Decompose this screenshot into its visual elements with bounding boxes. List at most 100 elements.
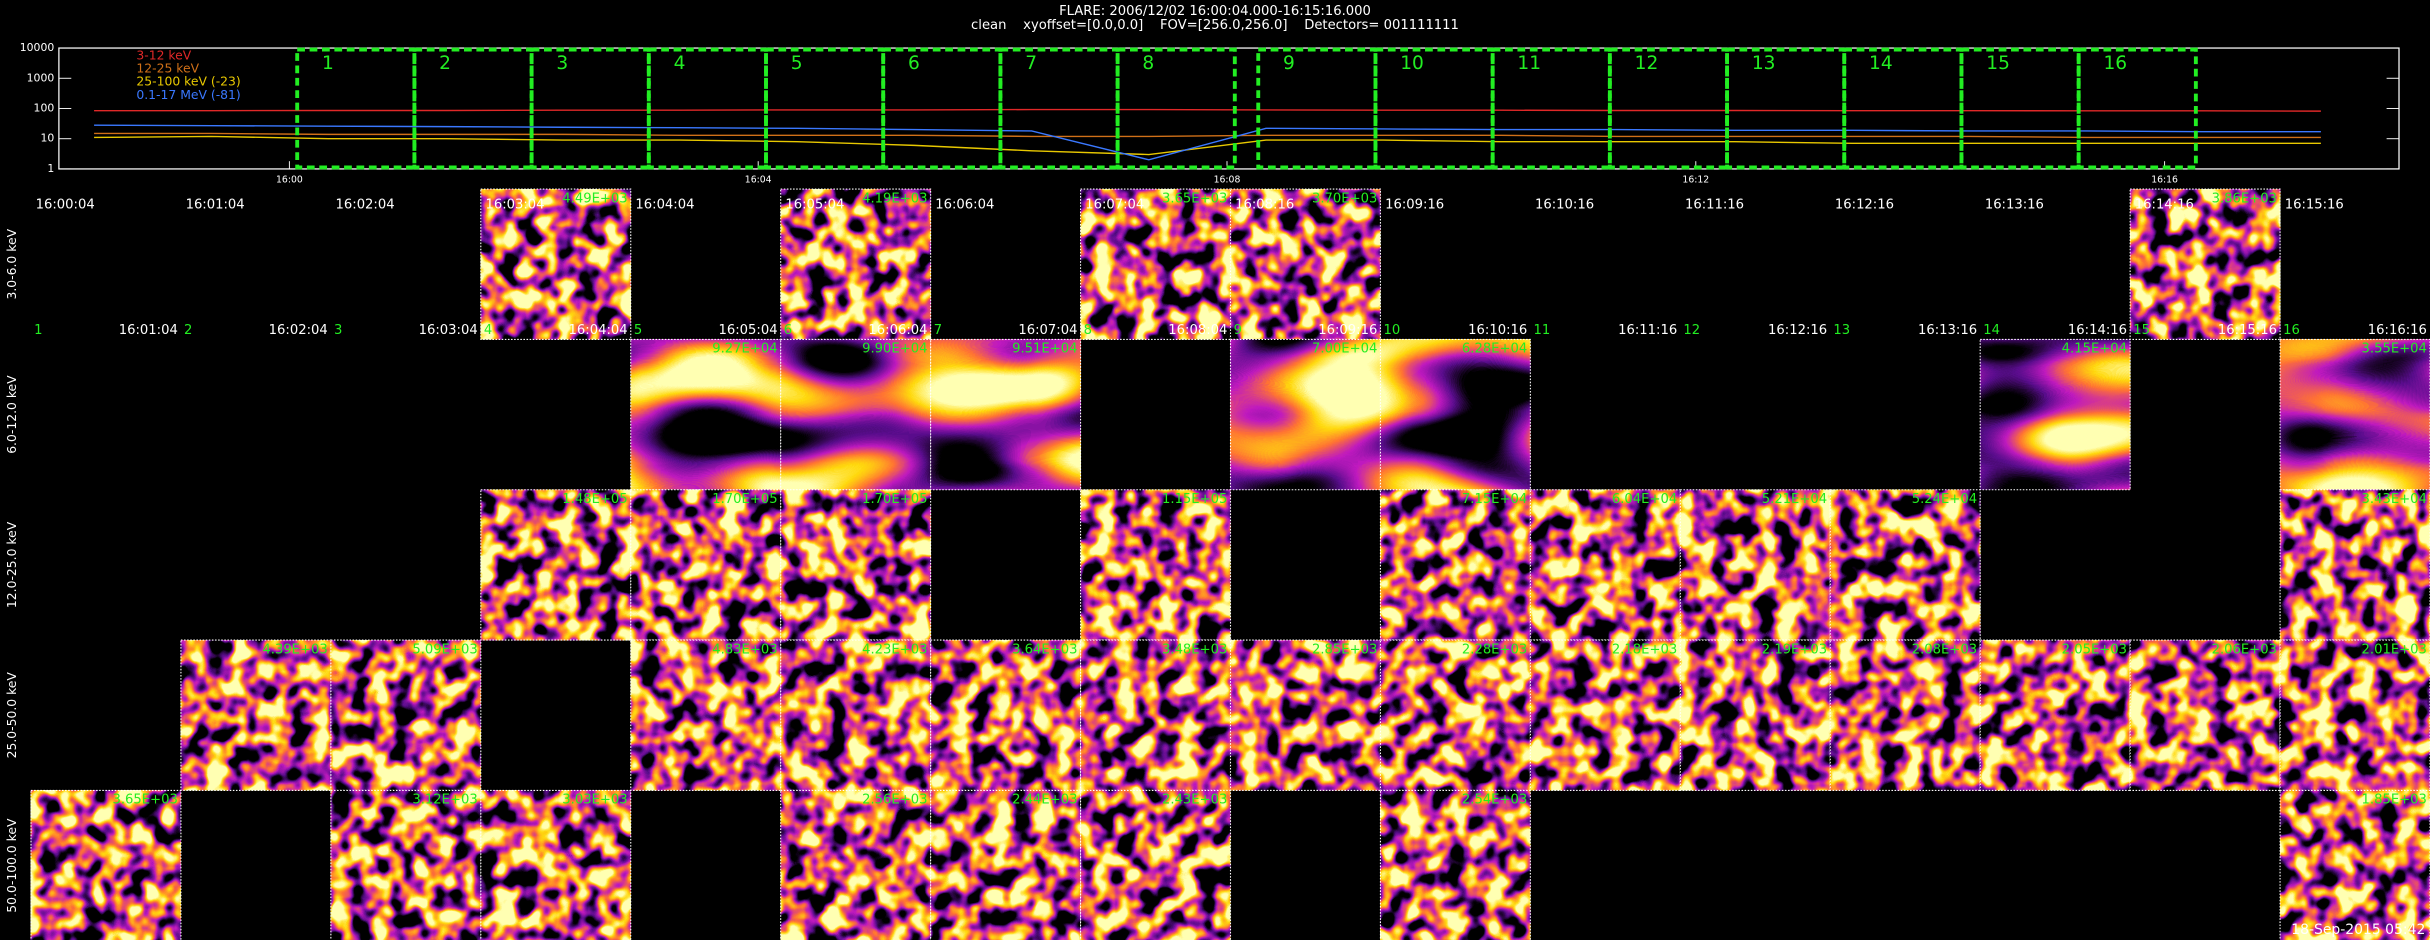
cell-border xyxy=(1979,338,2131,491)
x-tick-label: 16:16 xyxy=(2151,174,2178,185)
interval-label: 1 xyxy=(322,53,334,74)
image-cell xyxy=(1680,640,1831,791)
end-time: 16:04:04 xyxy=(569,323,628,338)
image-cell xyxy=(2280,640,2430,791)
end-time: 16:16:16 xyxy=(2368,323,2427,338)
end-time: 16:06:04 xyxy=(868,323,927,338)
image-cell xyxy=(1230,189,1381,340)
peak-label: 4.39E+03 xyxy=(262,642,327,657)
interval-number: 5 xyxy=(634,323,642,338)
start-time: 16:13:16 xyxy=(1985,198,2044,213)
peak-label: 3.86E+03 xyxy=(2212,191,2277,206)
interval-label: 14 xyxy=(1869,53,1893,74)
image-cell xyxy=(630,489,781,641)
y-tick-label: 10 xyxy=(40,132,54,145)
x-tick-label: 16:04 xyxy=(745,174,772,185)
peak-label: 5.09E+03 xyxy=(412,642,477,657)
peak-label: 4.15E+04 xyxy=(2062,342,2127,357)
peak-label: 6.04E+04 xyxy=(1612,492,1677,507)
peak-label: 7.00E+04 xyxy=(1312,342,1377,357)
image-cell xyxy=(930,339,1081,490)
cell-border xyxy=(1229,338,1381,491)
image-cell xyxy=(630,339,781,490)
end-time: 16:14:16 xyxy=(2068,323,2127,338)
image-cell xyxy=(1380,790,1531,940)
peak-label: 9.51E+04 xyxy=(1012,342,1077,357)
subtitle: clean xyoffset=[0.0,0.0] FOV=[256.0,256.… xyxy=(971,18,1459,33)
start-time: 16:11:16 xyxy=(1685,198,1744,213)
y-tick-label: 10000 xyxy=(20,41,55,54)
cell-border xyxy=(1829,639,1981,791)
peak-label: 2.54E+03 xyxy=(1462,793,1527,808)
legend-entry: 0.1-17 MeV (-81) xyxy=(136,87,240,102)
peak-label: 3.65E+03 xyxy=(112,793,177,808)
interval-number: 13 xyxy=(1833,323,1850,338)
peak-label: 2.18E+03 xyxy=(1612,642,1677,657)
peak-label: 3.65E+03 xyxy=(1162,191,1227,206)
x-tick-label: 16:12 xyxy=(1682,174,1709,185)
start-time: 16:01:04 xyxy=(186,198,245,213)
interval-number: 11 xyxy=(1533,323,1550,338)
peak-label: 2.19E+03 xyxy=(1762,642,1827,657)
image-cell xyxy=(2280,489,2430,641)
interval-number: 6 xyxy=(784,323,792,338)
peak-label: 2.01E+03 xyxy=(2362,642,2427,657)
peak-label: 4.83E+03 xyxy=(712,642,777,657)
series-line xyxy=(94,124,2321,161)
peak-label: 3.64E+03 xyxy=(1012,642,1077,657)
interval-number: 9 xyxy=(1234,323,1242,338)
image-cell xyxy=(1380,640,1531,791)
image-cell xyxy=(1230,640,1381,791)
end-time: 16:09:16 xyxy=(1318,323,1377,338)
image-cell xyxy=(480,189,631,340)
cell-border xyxy=(2129,639,2281,791)
cell-border xyxy=(480,188,632,340)
image-grid: 4.49E+03 4.19E+03 3.65E+03 3.70E+03 3.86E+03… xyxy=(4,188,2430,940)
peak-label: 2.43E+03 xyxy=(1162,793,1227,808)
x-tick-label: 16:00 xyxy=(276,174,303,185)
cell-border xyxy=(930,789,1082,940)
peak-label: 2.44E+03 xyxy=(1012,793,1077,808)
legend-entry: 12-25 keV xyxy=(136,60,199,75)
cell-border xyxy=(930,338,1082,491)
peak-label: 5.21E+04 xyxy=(1762,492,1827,507)
end-time: 16:08:04 xyxy=(1168,323,1227,338)
start-time: 16:05:04 xyxy=(785,198,844,213)
image-cell xyxy=(480,790,631,940)
series-line xyxy=(94,108,2321,112)
image-cell xyxy=(1230,339,1381,490)
peak-label: 2.85E+03 xyxy=(1312,642,1377,657)
peak-label: 3.48E+03 xyxy=(1162,642,1227,657)
cell-border xyxy=(1229,639,1381,791)
image-cell xyxy=(780,640,931,791)
energy-label: 50.0-100.0 keV xyxy=(4,818,19,913)
cell-border xyxy=(30,789,182,940)
image-cell xyxy=(780,489,931,641)
image-cell xyxy=(1680,489,1831,641)
image-cell xyxy=(630,640,781,791)
cell-border xyxy=(480,789,632,940)
image-cell xyxy=(1980,640,2131,791)
image-cell xyxy=(1080,790,1231,940)
peak-label: 7.15E+04 xyxy=(1462,492,1527,507)
interval-number: 15 xyxy=(2133,323,2150,338)
interval-label: 8 xyxy=(1142,53,1154,74)
cell-border xyxy=(630,639,782,791)
cell-border xyxy=(330,789,482,940)
end-time: 16:15:16 xyxy=(2218,323,2277,338)
end-time: 16:01:04 xyxy=(119,323,178,338)
peak-label: 5.24E+04 xyxy=(1912,492,1977,507)
start-time: 16:07:04 xyxy=(1085,198,1144,213)
image-cell xyxy=(1530,640,1681,791)
legend-entry: 25-100 keV (-23) xyxy=(136,74,240,89)
peak-label: 3.43E+04 xyxy=(2362,492,2427,507)
interval-number: 7 xyxy=(934,323,942,338)
image-cell xyxy=(930,790,1081,940)
y-tick-label: 1000 xyxy=(27,71,55,84)
interval-label: 4 xyxy=(674,53,686,74)
start-time: 16:00:04 xyxy=(36,198,95,213)
interval-number: 4 xyxy=(484,323,492,338)
energy-label: 3.0-6.0 keV xyxy=(4,228,19,299)
image-cell xyxy=(2280,790,2430,940)
